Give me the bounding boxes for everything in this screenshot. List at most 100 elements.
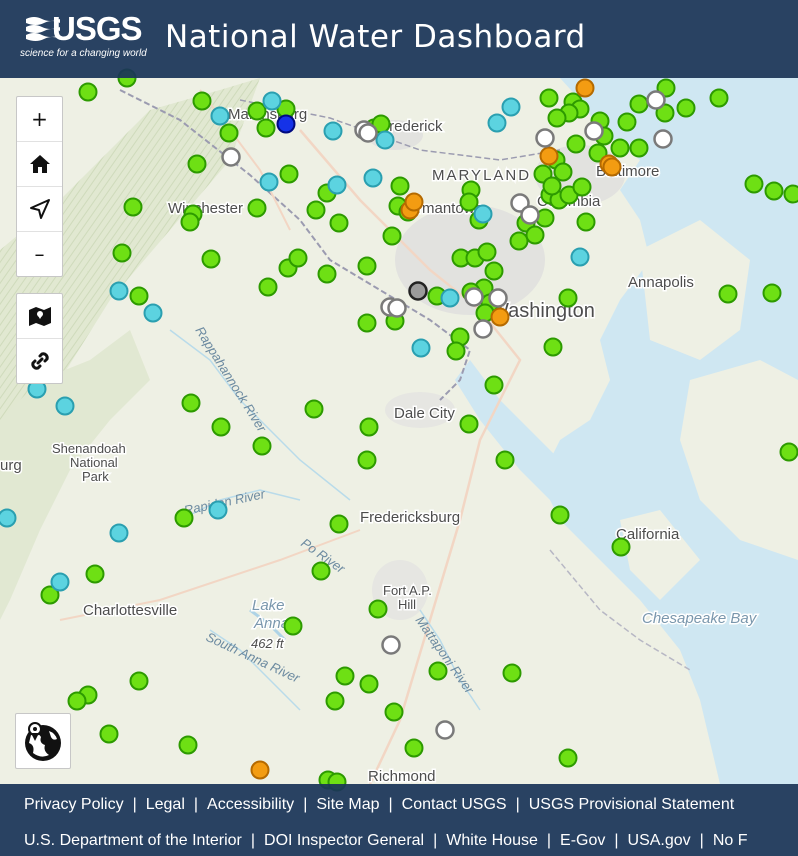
station-marker[interactable]: [221, 147, 241, 167]
station-marker[interactable]: [477, 242, 497, 262]
footer-link[interactable]: White House: [446, 832, 538, 849]
station-marker[interactable]: [629, 138, 649, 158]
station-marker[interactable]: [611, 537, 631, 557]
station-marker[interactable]: [329, 213, 349, 233]
station-marker[interactable]: [387, 298, 407, 318]
station-marker[interactable]: [250, 760, 270, 780]
station-marker[interactable]: [610, 138, 630, 158]
station-marker[interactable]: [764, 181, 784, 201]
station-marker[interactable]: [143, 303, 163, 323]
station-marker[interactable]: [525, 225, 545, 245]
station-marker[interactable]: [67, 691, 87, 711]
station-marker[interactable]: [259, 172, 279, 192]
station-marker[interactable]: [247, 198, 267, 218]
station-marker[interactable]: [404, 738, 424, 758]
station-marker[interactable]: [181, 393, 201, 413]
station-marker[interactable]: [357, 256, 377, 276]
station-marker[interactable]: [192, 91, 212, 111]
station-marker[interactable]: [576, 212, 596, 232]
station-marker[interactable]: [55, 396, 75, 416]
station-marker[interactable]: [488, 288, 508, 308]
station-marker[interactable]: [542, 176, 562, 196]
station-marker[interactable]: [464, 287, 484, 307]
station-marker[interactable]: [304, 399, 324, 419]
station-marker[interactable]: [129, 671, 149, 691]
zoom-out-button[interactable]: –: [34, 242, 45, 266]
station-marker[interactable]: [210, 106, 230, 126]
station-marker[interactable]: [357, 313, 377, 333]
station-marker[interactable]: [256, 118, 276, 138]
station-marker[interactable]: [219, 123, 239, 143]
station-marker[interactable]: [306, 200, 326, 220]
station-marker[interactable]: [570, 247, 590, 267]
footer-link[interactable]: Contact USGS: [401, 796, 507, 813]
station-marker[interactable]: [0, 508, 17, 528]
station-marker[interactable]: [558, 748, 578, 768]
station-marker[interactable]: [382, 226, 402, 246]
station-marker[interactable]: [187, 154, 207, 174]
station-marker[interactable]: [558, 288, 578, 308]
footer-link[interactable]: USGS Provisional Statement: [528, 796, 735, 813]
station-marker[interactable]: [762, 283, 782, 303]
station-marker[interactable]: [484, 375, 504, 395]
station-marker[interactable]: [473, 204, 493, 224]
map-layers-button[interactable]: [17, 294, 62, 339]
station-marker[interactable]: [446, 341, 466, 361]
station-marker[interactable]: [509, 231, 529, 251]
station-marker[interactable]: [384, 702, 404, 722]
station-marker[interactable]: [539, 88, 559, 108]
station-marker[interactable]: [262, 91, 282, 111]
footer-link[interactable]: Legal: [145, 796, 185, 813]
station-marker[interactable]: [390, 176, 410, 196]
station-marker[interactable]: [208, 500, 228, 520]
station-marker[interactable]: [323, 121, 343, 141]
station-marker[interactable]: [535, 128, 555, 148]
footer-link[interactable]: DOI Inspector General: [264, 832, 425, 849]
station-marker[interactable]: [588, 143, 608, 163]
station-marker[interactable]: [539, 146, 559, 166]
home-button[interactable]: [17, 142, 62, 187]
station-marker[interactable]: [543, 337, 563, 357]
station-marker[interactable]: [404, 192, 424, 212]
station-marker[interactable]: [247, 101, 267, 121]
footer-link[interactable]: Accessibility: [207, 796, 295, 813]
station-marker[interactable]: [484, 261, 504, 281]
basemap-gallery-button[interactable]: [15, 713, 71, 769]
station-marker[interactable]: [520, 205, 540, 225]
station-marker[interactable]: [329, 514, 349, 534]
station-marker[interactable]: [547, 108, 567, 128]
station-marker[interactable]: [50, 572, 70, 592]
station-marker[interactable]: [629, 94, 649, 114]
station-marker[interactable]: [363, 168, 383, 188]
station-marker[interactable]: [550, 505, 570, 525]
station-marker[interactable]: [288, 248, 308, 268]
station-marker[interactable]: [327, 175, 347, 195]
share-link-button[interactable]: [17, 339, 62, 383]
usgs-logo[interactable]: USGS science for a changing world: [20, 10, 147, 61]
station-marker[interactable]: [566, 134, 586, 154]
station-marker[interactable]: [381, 635, 401, 655]
station-marker[interactable]: [501, 97, 521, 117]
station-marker[interactable]: [335, 666, 355, 686]
station-marker[interactable]: [317, 264, 337, 284]
station-marker[interactable]: [473, 319, 493, 339]
station-marker[interactable]: [359, 417, 379, 437]
station-marker[interactable]: [655, 103, 675, 123]
station-marker[interactable]: [653, 129, 673, 149]
station-marker[interactable]: [357, 450, 377, 470]
station-marker[interactable]: [375, 130, 395, 150]
station-marker[interactable]: [258, 277, 278, 297]
station-marker[interactable]: [783, 184, 798, 204]
station-marker[interactable]: [325, 691, 345, 711]
station-marker[interactable]: [584, 121, 604, 141]
station-marker[interactable]: [459, 414, 479, 434]
station-marker[interactable]: [440, 288, 460, 308]
station-marker[interactable]: [112, 243, 132, 263]
station-marker[interactable]: [602, 157, 622, 177]
station-marker[interactable]: [252, 436, 272, 456]
station-marker[interactable]: [779, 442, 798, 462]
station-marker[interactable]: [495, 450, 515, 470]
station-marker[interactable]: [411, 338, 431, 358]
station-marker[interactable]: [709, 88, 729, 108]
